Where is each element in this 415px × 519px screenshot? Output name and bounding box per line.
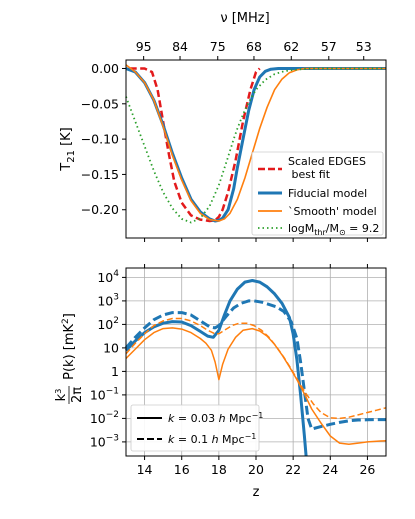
top-axis-label: ν [MHz] (220, 11, 269, 26)
bottom-y-tick-label: 103 (97, 292, 119, 308)
top-legend: Scaled EDGES best fit Fiducial model `Sm… (251, 151, 384, 237)
top-axis-tick-label: 68 (246, 39, 262, 54)
bottom-x-ticks: 14 16 18 20 22 24 26 (137, 264, 375, 477)
top-y-tick-label: −0.05 (81, 96, 119, 111)
svg-text:2π: 2π (70, 387, 85, 403)
bottom-legend-box (130, 404, 260, 452)
series-line-scaled-edges-best-fit (129, 67, 261, 223)
bottom-y-tick-label: 102 (97, 316, 119, 332)
bottom-x-tick-label: 18 (211, 462, 227, 477)
bottom-panel: 14 16 18 20 22 24 26 10410310210110−110−210−3 … (54, 264, 387, 500)
bottom-y-tick-label: 10−1 (90, 386, 119, 402)
series-line-fiducial-k-0-03 (124, 279, 308, 457)
bottom-x-tick-label: 16 (174, 462, 190, 477)
top-axis-tick-label: 57 (321, 39, 337, 54)
top-panel: ν [MHz] 95 84 75 68 62 57 53 0.00 −0.05 −0.10 −0.… (59, 11, 387, 242)
top-legend-box (251, 151, 384, 236)
top-axis-tick-label: 75 (210, 39, 226, 54)
bottom-y-tick-label: 104 (97, 269, 119, 285)
legend-label-mthr: logMthr/M⊙ = 9.2 (288, 222, 379, 237)
top-y-tick-label: 0.00 (91, 61, 119, 76)
legend-label-fiducial: Fiducial model (288, 187, 367, 200)
top-y-tick-label: −0.15 (81, 167, 119, 182)
top-y-tick-label: −0.10 (81, 132, 119, 147)
top-y-axis-label: T21 [K] (59, 127, 77, 172)
top-plot-frame (125, 59, 387, 239)
bottom-y-tick-label: 1 (111, 364, 119, 379)
top-y-ticks: 0.00 −0.05 −0.10 −0.15 −0.20 (81, 61, 368, 242)
bottom-x-tick-label: 26 (359, 462, 375, 477)
legend-label-smooth: `Smooth' model (288, 205, 377, 218)
legend-label-edges-line1: Scaled EDGES (288, 155, 366, 168)
svg-text:P(k) [mK2]: P(k) [mK2] (61, 313, 77, 384)
bottom-x-tick-label: 20 (248, 462, 264, 477)
top-axis-ticks: 95 84 75 68 62 57 53 (136, 39, 372, 60)
bottom-legend: k = 0.03 h Mpc−1 k = 0.1 h Mpc−1 (130, 404, 263, 452)
legend-label-edges-line2: best fit (288, 168, 331, 181)
series-line-fiducial-k-0-1 (124, 299, 386, 431)
bottom-x-axis-label: z (253, 485, 260, 500)
series-line-smooth-k-0-1 (125, 317, 387, 420)
bottom-y-tick-label: 10 (103, 340, 119, 355)
top-axis-tick-label: 53 (356, 39, 372, 54)
top-axis-tick-label: 95 (136, 39, 152, 54)
legend-label-k01: k = 0.1 h Mpc−1 (168, 432, 256, 446)
bottom-y-axis-label: k3 2π P(k) [mK2] (54, 313, 85, 404)
bottom-x-tick-label: 14 (137, 462, 153, 477)
top-series-lines (125, 64, 386, 224)
svg-text:k3: k3 (54, 389, 69, 402)
bottom-y-tick-label: 10−3 (90, 433, 119, 449)
top-axis-tick-label: 62 (283, 39, 299, 54)
top-y-tick-label: −0.20 (81, 202, 119, 217)
top-axis-tick-label: 84 (172, 39, 188, 54)
bottom-x-tick-label: 24 (322, 462, 338, 477)
bottom-y-tick-label: 10−2 (90, 410, 119, 426)
bottom-series-lines (124, 279, 387, 457)
legend-label-k003: k = 0.03 h Mpc−1 (168, 411, 263, 425)
bottom-x-tick-label: 22 (285, 462, 301, 477)
series-line-smooth-k-0-03 (125, 327, 387, 446)
